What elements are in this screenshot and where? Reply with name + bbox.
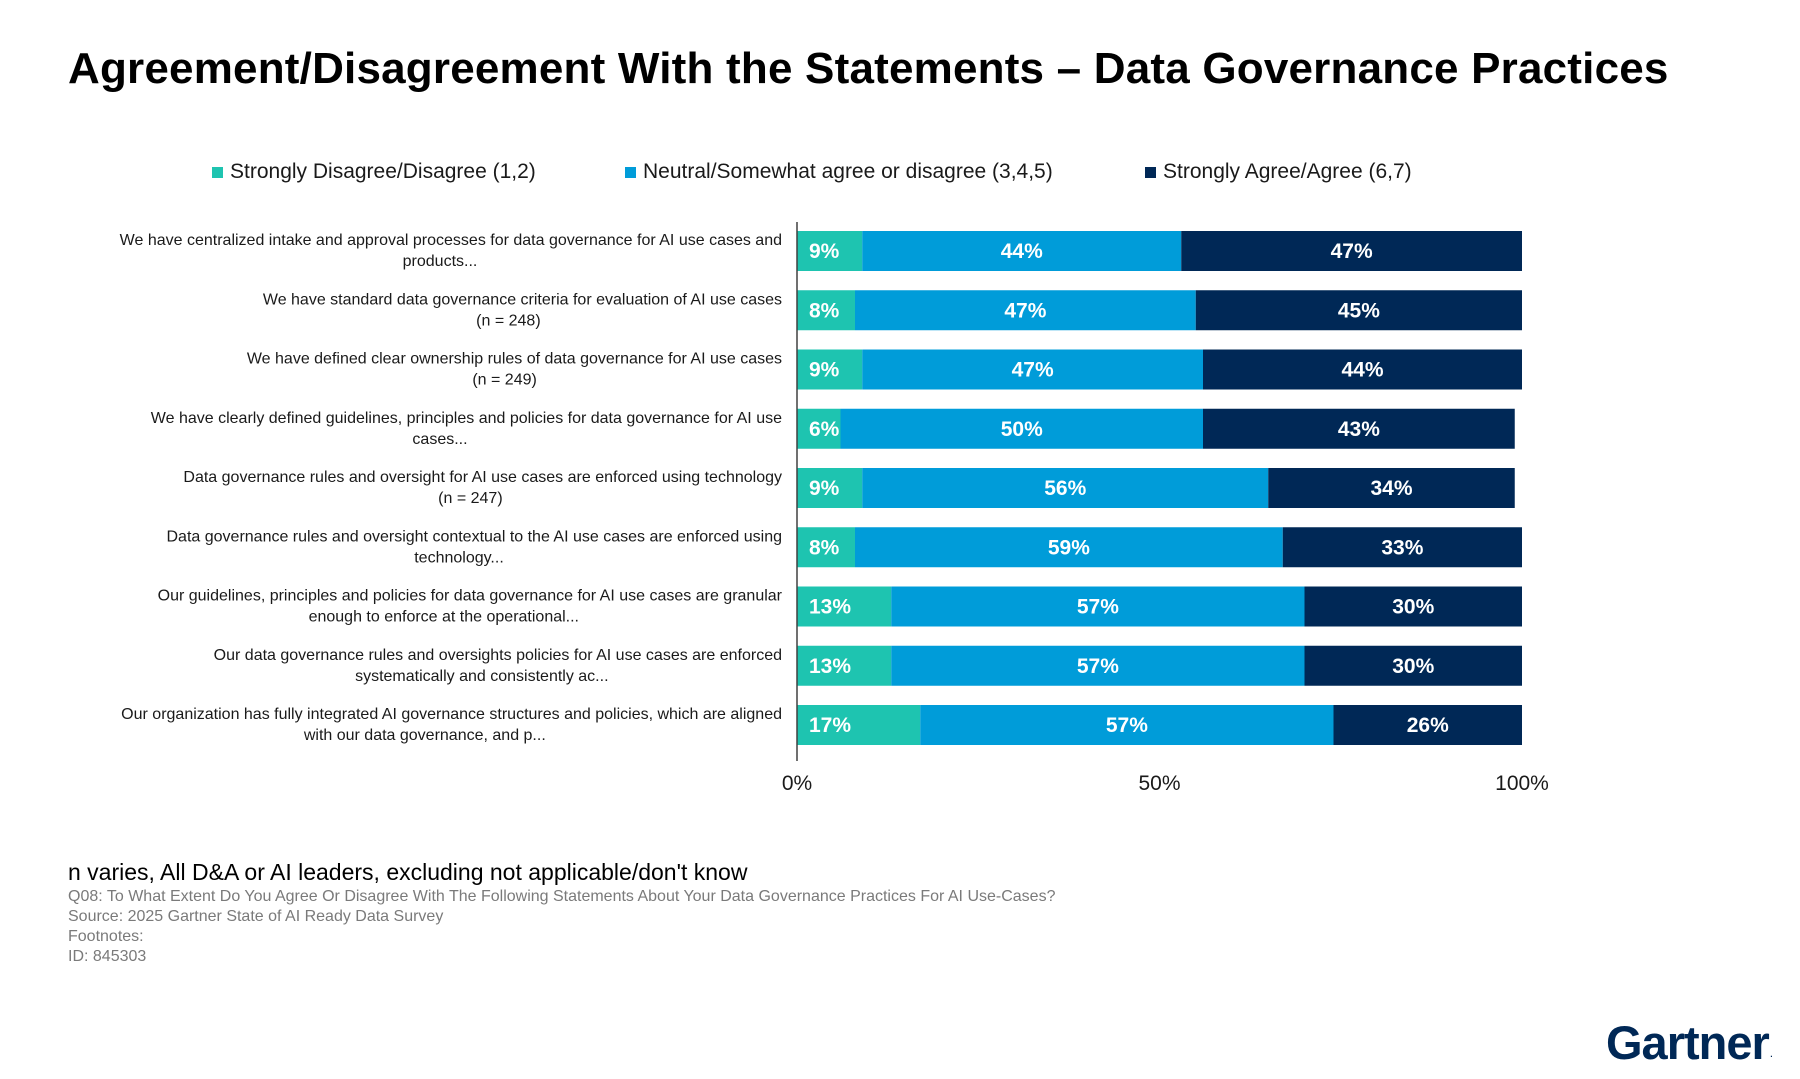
footnotes: n varies, All D&A or AI leaders, excludi… (68, 857, 1055, 967)
data-label-5-series-1: 9% (809, 477, 840, 500)
data-label-8-series-3: 30% (1392, 655, 1434, 678)
bar-segment-1-series-1 (797, 231, 863, 271)
category-label-5: Data governance rules and oversight for … (183, 469, 782, 486)
data-label-4-series-3: 43% (1338, 418, 1380, 441)
logo-text: Gartner (1606, 1016, 1770, 1069)
stacked-bar-chart: 9% 44% 47% We have centralized intake and a… (120, 222, 1549, 795)
footnotes-label: Footnotes: (68, 928, 144, 945)
logo-mark: . (1769, 1046, 1774, 1060)
bar-segment-2-series-1 (797, 290, 855, 331)
category-label-1-line-2: products... (403, 253, 478, 270)
data-label-7-series-3: 30% (1392, 596, 1434, 619)
legend-item-1: Strongly Disagree/Disagree (1,2) (212, 160, 536, 184)
category-label-5-line-2: (n = 247) (438, 490, 502, 507)
bar-segment-8-series-1 (797, 645, 892, 686)
bar-segment-6-series-1 (797, 527, 855, 568)
page-title: Agreement/Disagreement With the Statemen… (68, 44, 1669, 93)
bar-segment-8-series-3 (1304, 645, 1522, 686)
sample-note: n varies, All D&A or AI leaders, excludi… (68, 859, 748, 885)
question-note: Q08: To What Extent Do You Agree Or Disa… (68, 888, 1056, 905)
data-label-7-series-2: 57% (1077, 596, 1119, 619)
category-label-8-line-2: systematically and consistently ac... (355, 668, 608, 685)
data-label-1-series-3: 47% (1331, 240, 1373, 263)
data-label-4-series-2: 50% (1001, 418, 1043, 441)
bar-segment-3-series-2 (862, 349, 1203, 390)
source-note: Source: 2025 Gartner State of AI Ready D… (68, 908, 444, 925)
data-label-5-series-2: 56% (1044, 477, 1086, 500)
legend-label-3: Strongly Agree/Agree (6,7) (1163, 160, 1412, 183)
data-label-9-series-1: 17% (809, 714, 851, 737)
bar-segment-7-series-3 (1304, 586, 1522, 627)
bar-segment-3-series-1 (797, 349, 863, 390)
category-label-9: Our organization has fully integrated AI… (121, 706, 782, 723)
category-label-6-line-2: technology... (414, 549, 504, 566)
legend-swatch-2 (625, 166, 636, 178)
x-tick-label-2: 50% (1138, 772, 1180, 795)
data-label-2-series-3: 45% (1338, 299, 1380, 322)
category-label-7: Our guidelines, principles and policies … (158, 588, 783, 605)
bar-segment-7-series-1 (797, 586, 892, 627)
gartner-logo: Gartner. (1606, 1015, 1774, 1070)
data-label-3-series-2: 47% (1012, 359, 1054, 382)
category-label-4: We have clearly defined guidelines, prin… (151, 410, 782, 427)
bar-segment-2-series-3 (1195, 290, 1522, 331)
x-tick-label-3: 100% (1495, 772, 1549, 795)
bar-segment-5-series-3 (1268, 468, 1515, 508)
bar-segment-3-series-3 (1203, 349, 1522, 390)
legend-label-1: Strongly Disagree/Disagree (1,2) (230, 160, 536, 183)
data-label-2-series-2: 47% (1004, 299, 1046, 322)
bar-segment-5-series-1 (797, 468, 863, 508)
data-label-6-series-3: 33% (1381, 536, 1423, 559)
data-label-7-series-1: 13% (809, 596, 851, 619)
chart-id: ID: 845303 (68, 948, 147, 965)
category-label-6: Data governance rules and oversight cont… (167, 528, 783, 545)
bar-segment-9-series-3 (1333, 705, 1522, 745)
category-label-4-line-2: cases... (412, 431, 467, 448)
data-label-6-series-1: 8% (809, 536, 840, 559)
category-label-2: We have standard data governance criteri… (263, 291, 782, 308)
legend-label-2: Neutral/Somewhat agree or disagree (3,4,… (643, 160, 1053, 183)
bar-segment-9-series-2 (920, 705, 1334, 745)
category-label-7-line-2: enough to enforce at the operational... (309, 609, 579, 626)
legend-swatch-3 (1145, 166, 1156, 178)
category-label-2-line-2: (n = 248) (476, 312, 540, 329)
legend-item-2: Neutral/Somewhat agree or disagree (3,4,… (625, 160, 1053, 184)
bar-segment-4-series-1 (797, 408, 841, 449)
data-label-1-series-2: 44% (1001, 240, 1043, 263)
bar-segment-4-series-2 (840, 408, 1203, 449)
bar-segment-4-series-3 (1203, 408, 1515, 449)
data-label-3-series-1: 9% (809, 359, 840, 382)
x-tick-label-1: 0% (782, 772, 812, 795)
data-label-4-series-1: 6% (809, 418, 840, 441)
bar-segment-9-series-1 (797, 705, 921, 745)
chart-legend: Strongly Disagree/Disagree (1,2) Neutral/… (0, 160, 1800, 190)
bar-segment-2-series-2 (855, 290, 1196, 331)
category-label-1: We have centralized intake and approval … (120, 232, 782, 249)
data-label-8-series-1: 13% (809, 655, 851, 678)
data-label-9-series-3: 26% (1407, 714, 1449, 737)
category-label-8: Our data governance rules and oversights… (214, 647, 782, 664)
bar-segment-1-series-2 (862, 231, 1182, 271)
data-label-9-series-2: 57% (1106, 714, 1148, 737)
bar-segment-8-series-2 (891, 645, 1305, 686)
bar-segment-1-series-3 (1181, 231, 1522, 271)
data-label-8-series-2: 57% (1077, 655, 1119, 678)
legend-swatch-1 (212, 166, 223, 178)
data-label-2-series-1: 8% (809, 299, 840, 322)
bar-segment-5-series-2 (862, 468, 1269, 508)
category-label-3: We have defined clear ownership rules of… (247, 351, 782, 368)
data-label-1-series-1: 9% (809, 240, 840, 263)
category-label-3-line-2: (n = 249) (472, 372, 536, 389)
legend-item-3: Strongly Agree/Agree (6,7) (1145, 160, 1412, 184)
data-label-6-series-2: 59% (1048, 536, 1090, 559)
data-label-5-series-3: 34% (1370, 477, 1412, 500)
bar-segment-6-series-3 (1282, 527, 1522, 568)
category-label-9-line-2: with our data governance, and p... (303, 727, 546, 744)
bar-segment-7-series-2 (891, 586, 1305, 627)
data-label-3-series-3: 44% (1341, 359, 1383, 382)
bar-segment-6-series-2 (855, 527, 1283, 568)
